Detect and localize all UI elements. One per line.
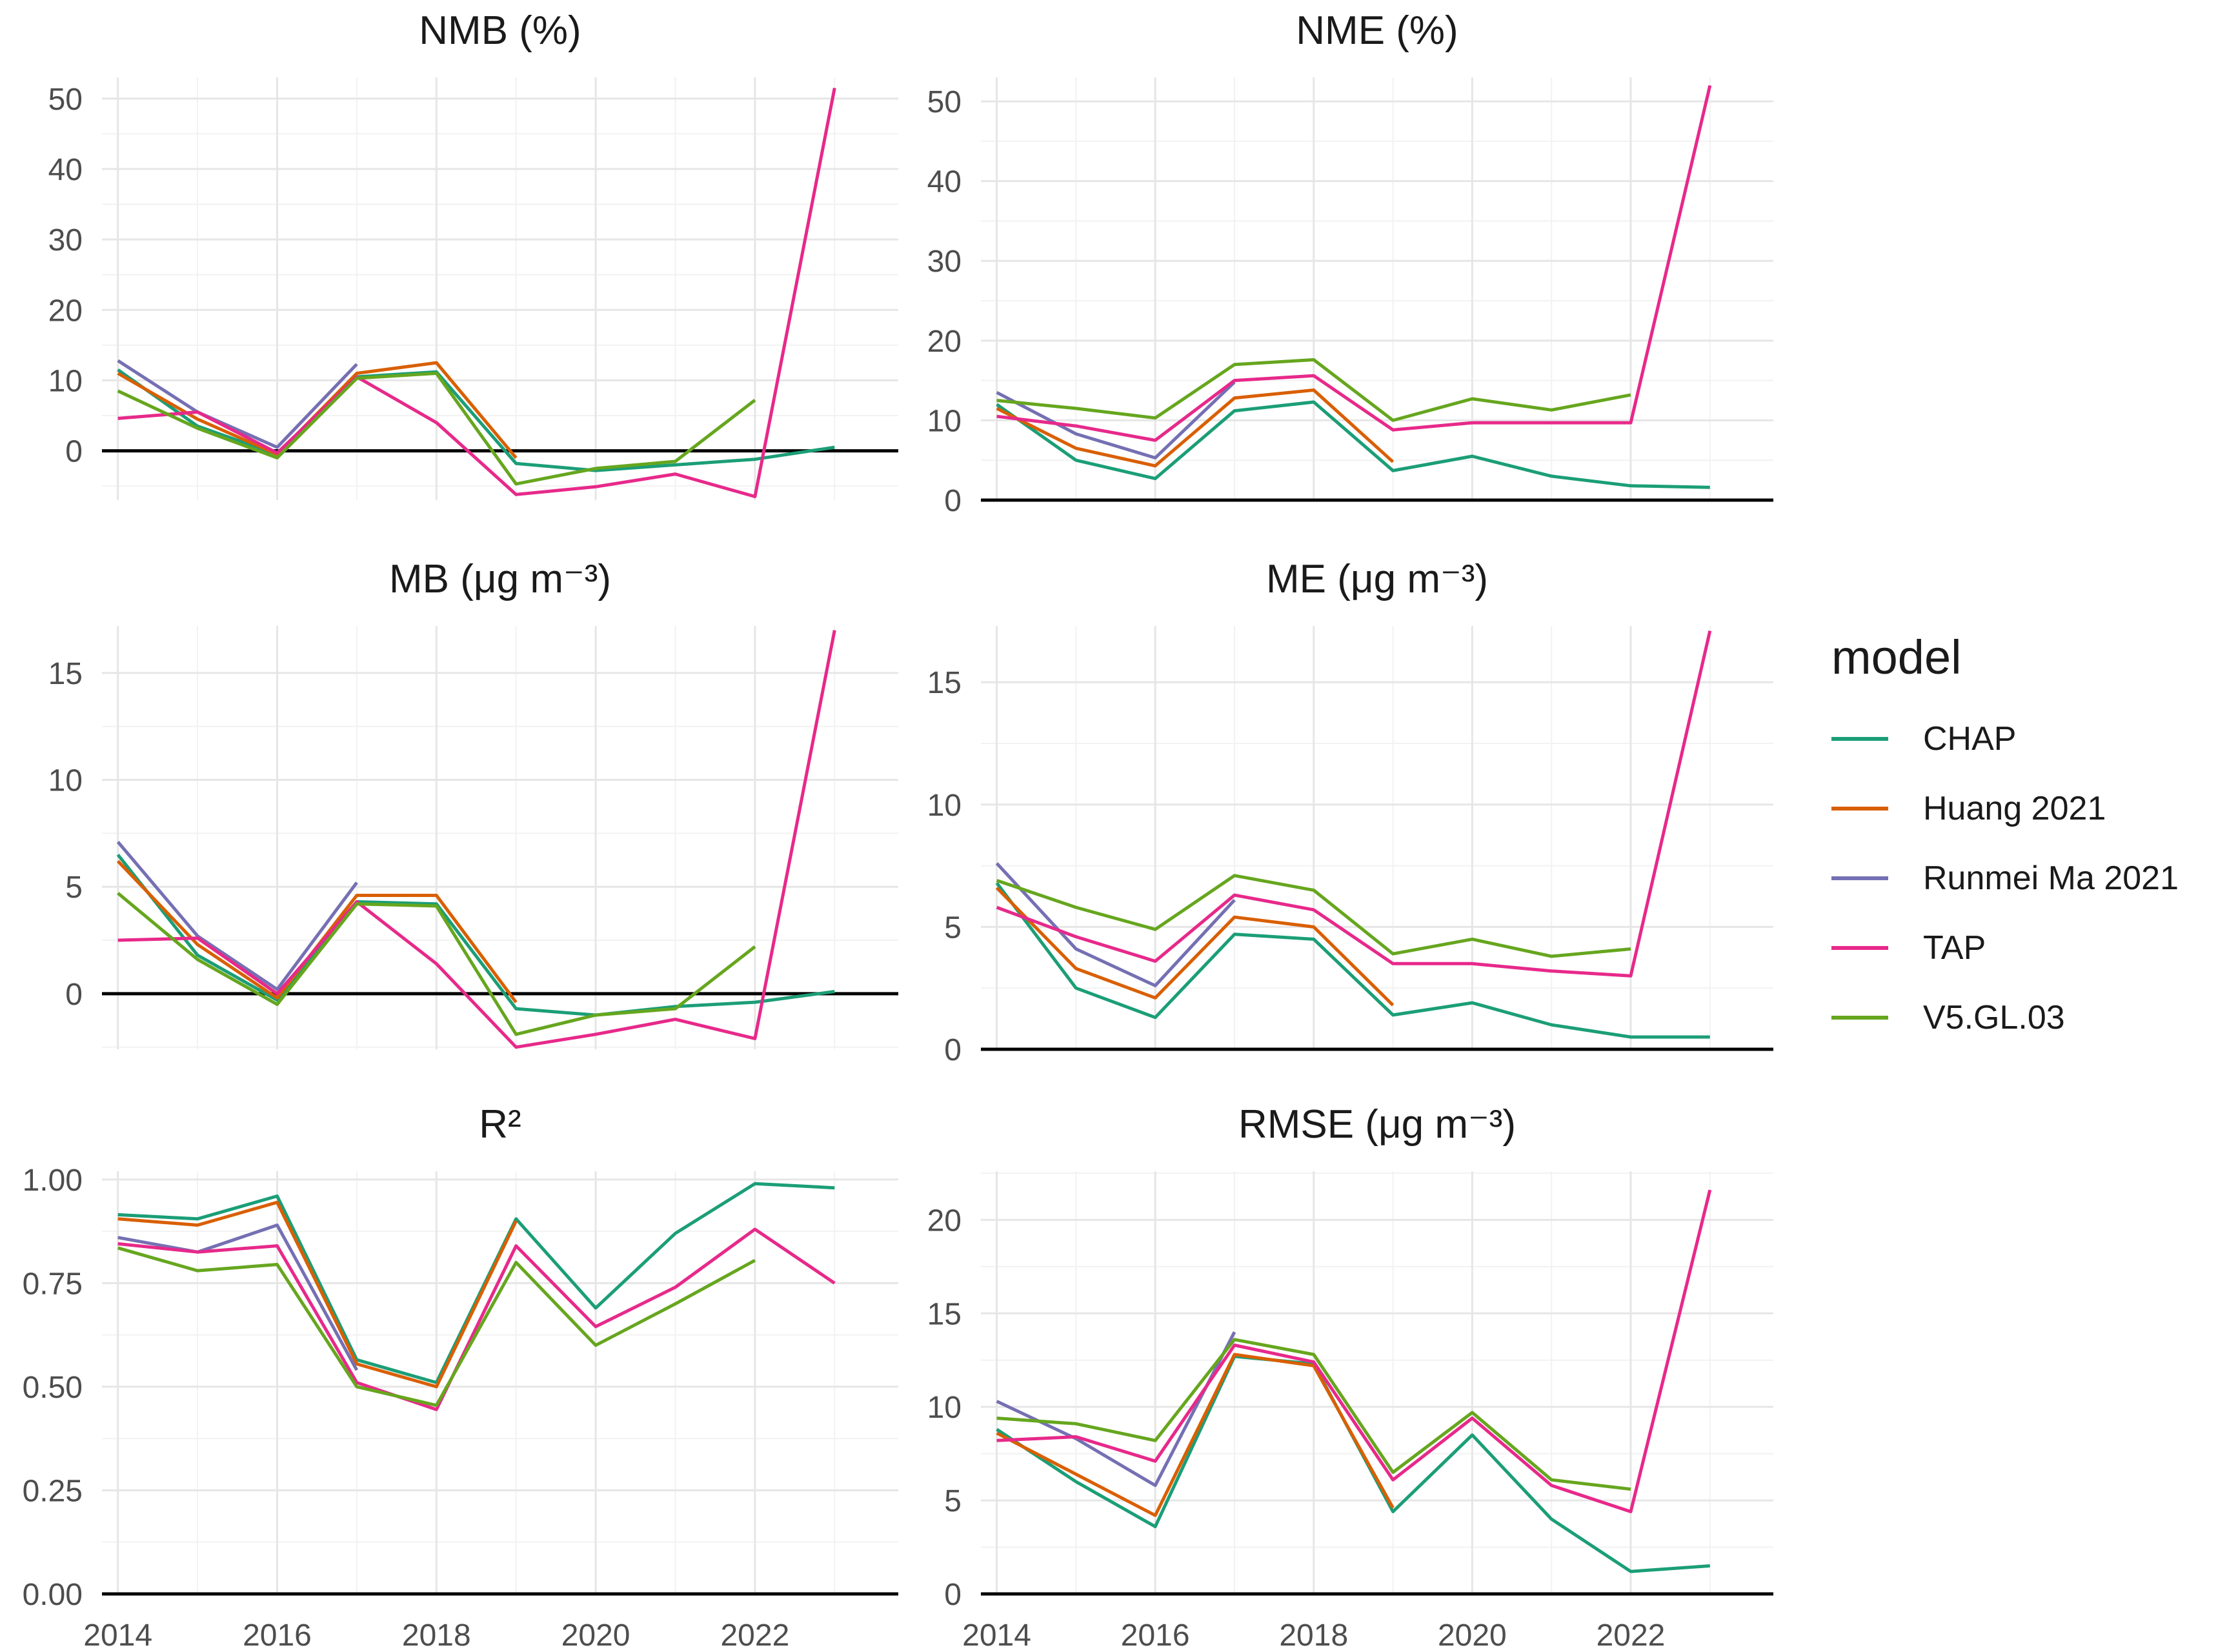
x-tick-label: 2018 [402,1618,471,1652]
series-line-chap [117,368,835,472]
series-line-runmei-ma-2021 [995,862,1236,987]
y-tick-label: 20 [927,325,962,359]
series-line-huang-2021 [996,388,1395,468]
series-line-tap [117,630,836,1049]
x-tick-label: 2022 [720,1618,789,1652]
y-tick-label: 40 [927,165,962,199]
x-tick-label: 2014 [962,1618,1031,1652]
facet-title: R² [479,1102,521,1147]
series-line-huang-2021 [995,886,1395,1007]
series-line-v5-gl-03 [117,372,756,486]
legend-label: TAP [1923,929,1986,967]
y-tick-label: 10 [927,789,962,823]
series-line-v5-gl-03 [996,1338,1631,1491]
series-line-v5-gl-03 [996,358,1631,422]
series-line-tap [117,1227,836,1411]
series-line-huang-2021 [117,1200,518,1389]
facet-title: RMSE (μg m⁻³) [1238,1102,1516,1147]
y-tick-label: 5 [944,1484,962,1518]
legend-item-tap: TAP [1831,913,2179,983]
facet-title: NMB (%) [419,8,581,53]
y-tick-label: 5 [65,871,83,905]
legend-title: model [1831,630,1962,684]
legend: model CHAP Huang 2021 Runmei Ma 2021 TAP… [1831,630,2179,1053]
y-tick-label: 30 [927,245,962,279]
y-tick-label: 0.75 [23,1267,83,1301]
legend-label: Runmei Ma 2021 [1923,860,2179,897]
series-line-chap [996,1355,1710,1573]
x-tick-label: 2022 [1597,1618,1666,1652]
y-tick-label: 10 [927,404,962,438]
legend-label: CHAP [1923,720,2017,758]
y-tick-label: 0 [65,435,83,469]
legend-swatch [1831,946,1888,950]
x-tick-label: 2020 [561,1618,630,1652]
legend-swatch [1831,807,1888,811]
y-tick-label: 0.00 [23,1578,83,1612]
y-tick-label: 15 [927,666,962,700]
series-line-huang-2021 [996,1353,1395,1517]
legend-swatch [1831,1016,1888,1020]
y-tick-label: 10 [48,764,83,798]
x-tick-label: 2016 [1121,1618,1190,1652]
y-tick-label: 30 [48,223,83,257]
series-line-tap [996,85,1712,442]
y-tick-label: 50 [48,83,83,117]
y-tick-label: 1.00 [23,1163,83,1198]
series-line-chap [996,400,1710,489]
y-tick-label: 20 [927,1204,962,1238]
y-tick-label: 0 [65,978,83,1012]
y-tick-label: 50 [927,85,962,119]
y-tick-label: 20 [48,294,83,328]
series-line-chap [116,853,835,1017]
facet-title: MB (μg m⁻³) [389,557,611,601]
series-line-v5-gl-03 [996,874,1631,958]
series-line-runmei-ma-2021 [117,1224,359,1371]
legend-label: V5.GL.03 [1923,999,2065,1036]
legend-swatch [1831,737,1888,741]
y-tick-label: 5 [944,911,962,945]
legend-item-chap: CHAP [1831,704,2179,774]
y-tick-label: 0.50 [23,1371,83,1405]
legend-item-huang-2021: Huang 2021 [1831,774,2179,843]
x-tick-label: 2018 [1279,1618,1348,1652]
y-tick-label: 15 [927,1297,962,1331]
y-tick-label: 15 [48,657,83,691]
facet-title: ME (μg m⁻³) [1266,557,1488,601]
series-line-tap [996,1189,1712,1513]
y-tick-label: 0 [944,1578,962,1612]
y-tick-label: 40 [48,153,83,187]
legend-item-v5-gl-03: V5.GL.03 [1831,983,2179,1053]
series-line-tap [117,87,836,498]
y-tick-label: 10 [927,1391,962,1425]
series-line-tap [996,630,1712,978]
series-line-v5-gl-03 [117,892,756,1036]
x-tick-label: 2016 [243,1618,312,1652]
series-line-runmei-ma-2021 [117,359,358,449]
y-tick-label: 0 [944,1033,962,1067]
series-line-chap [995,881,1710,1039]
legend-label: Huang 2021 [1923,790,2106,827]
y-tick-label: 0.25 [23,1474,83,1508]
x-tick-label: 2014 [83,1618,152,1652]
facet-title: NME (%) [1296,8,1458,53]
y-tick-label: 0 [944,484,962,518]
legend-item-runmei-ma-2021: Runmei Ma 2021 [1831,843,2179,913]
y-tick-label: 10 [48,364,83,398]
series-line-v5-gl-03 [117,1246,756,1407]
x-tick-label: 2020 [1438,1618,1507,1652]
series-line-runmei-ma-2021 [996,381,1236,459]
legend-swatch [1831,876,1888,880]
series-line-runmei-ma-2021 [996,1331,1236,1487]
series-line-runmei-ma-2021 [116,840,358,991]
